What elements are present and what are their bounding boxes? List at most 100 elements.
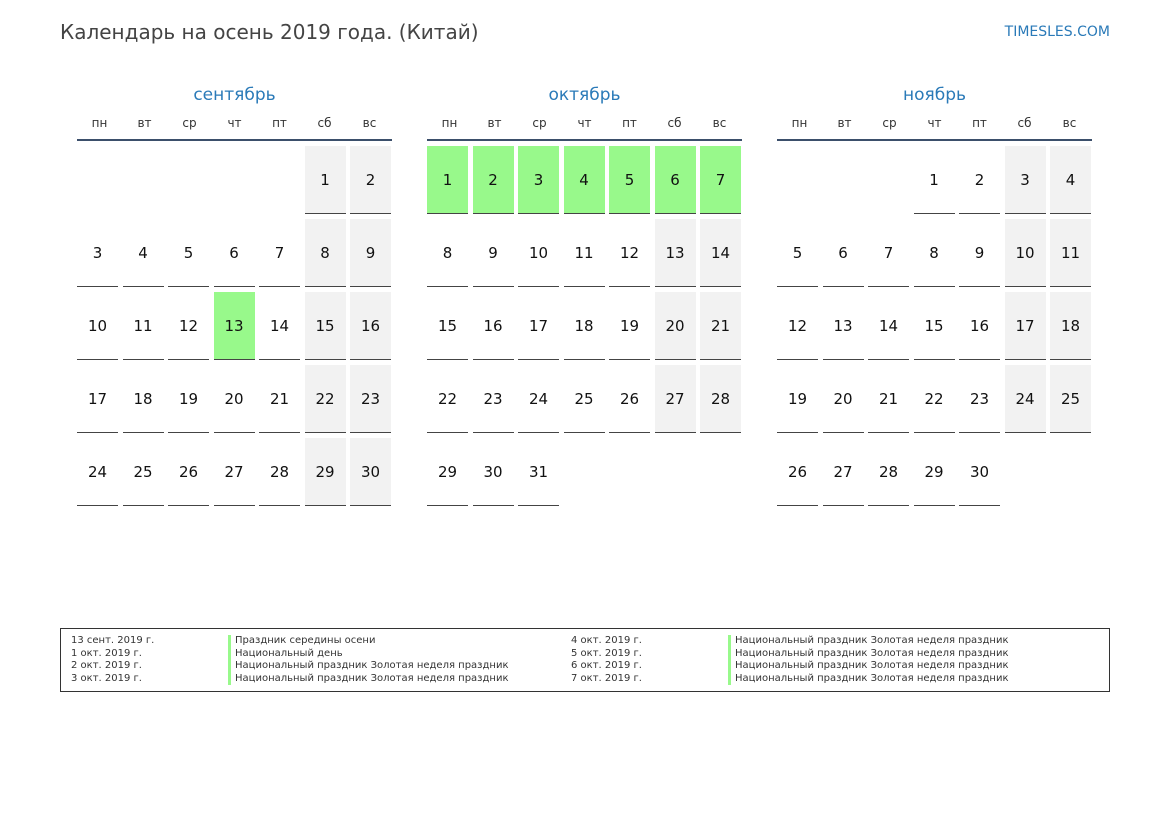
weekday-label: вт — [837, 116, 852, 130]
site-link[interactable]: TIMESLES.COM — [1004, 24, 1110, 40]
day-cell: 1 — [913, 146, 955, 214]
legend-date: 7 окт. 2019 г. — [571, 672, 642, 684]
day-cell: 13 — [822, 292, 864, 360]
day-cell: 7 — [259, 219, 300, 287]
day-cell: 10 — [1004, 219, 1046, 287]
day-cell: 6 — [822, 219, 864, 287]
day-cell-holiday: 3 — [518, 146, 559, 214]
day-cell-holiday: 6 — [654, 146, 696, 214]
day-cell: 3 — [77, 219, 118, 287]
legend-date: 5 окт. 2019 г. — [571, 647, 642, 659]
day-cell: 22 — [427, 365, 468, 433]
empty-cell — [214, 146, 255, 214]
day-cell: 3 — [1004, 146, 1046, 214]
empty-cell — [168, 146, 209, 214]
empty-cell — [123, 146, 164, 214]
empty-cell — [777, 146, 818, 214]
day-cell: 11 — [122, 292, 164, 360]
legend-description: Национальный праздник Золотая неделя пра… — [228, 660, 509, 673]
weekday-label: вс — [712, 116, 727, 130]
legend-date: 13 сент. 2019 г. — [71, 635, 155, 646]
legend-date: 2 окт. 2019 г. — [71, 660, 142, 671]
legend-date: 3 окт. 2019 г. — [71, 672, 142, 684]
day-cell: 23 — [472, 365, 514, 433]
day-cell: 11 — [563, 219, 605, 287]
day-cell: 16 — [472, 292, 514, 360]
legend-description: Национальный праздник Золотая неделя пра… — [728, 635, 1009, 648]
day-cell: 6 — [213, 219, 255, 287]
legend-description: Праздник середины осени — [228, 635, 375, 648]
legend-date: 6 окт. 2019 г. — [571, 660, 642, 671]
day-cell: 24 — [1004, 365, 1046, 433]
day-cell: 21 — [700, 292, 741, 360]
weekday-label: сб — [317, 116, 332, 130]
day-cell: 15 — [304, 292, 346, 360]
day-cell: 17 — [77, 365, 118, 433]
day-cell: 29 — [913, 438, 955, 506]
page-title: Календарь на осень 2019 года. (Китай) — [60, 20, 479, 44]
day-cell: 16 — [959, 292, 1000, 360]
day-cell: 26 — [609, 365, 650, 433]
weekday-label: ср — [882, 116, 897, 130]
day-cell: 10 — [77, 292, 118, 360]
weekday-label: вт — [487, 116, 502, 130]
day-cell: 25 — [563, 365, 605, 433]
day-cell: 29 — [304, 438, 346, 506]
legend-date: 4 окт. 2019 г. — [571, 635, 642, 646]
day-cell: 8 — [304, 219, 346, 287]
legend-description: Национальный праздник Золотая неделя пра… — [728, 660, 1009, 673]
day-cell: 26 — [168, 438, 209, 506]
day-cell: 29 — [427, 438, 468, 506]
day-cell: 28 — [700, 365, 741, 433]
day-cell: 9 — [350, 219, 391, 287]
weekday-header: пн вт ср чт пт сб вс — [77, 110, 392, 141]
weekday-label: пт — [622, 116, 637, 130]
day-cell: 5 — [168, 219, 209, 287]
day-cell: 18 — [122, 365, 164, 433]
month-november: ноябрь пн вт ср чт пт сб вс 1 2 3 4 5 6 7 8 9 10 11 12 13 14 1… — [777, 82, 1092, 506]
day-cell: 15 — [427, 292, 468, 360]
day-cell: 30 — [959, 438, 1000, 506]
day-cell: 13 — [654, 219, 696, 287]
day-cell: 1 — [304, 146, 346, 214]
day-cell: 24 — [77, 438, 118, 506]
weekday-label: пн — [441, 116, 458, 130]
empty-cell — [77, 146, 118, 214]
empty-cell — [823, 146, 864, 214]
day-cell-holiday: 5 — [609, 146, 650, 214]
day-cell: 8 — [427, 219, 468, 287]
month-title: сентябрь — [193, 85, 276, 105]
legend-description: Национальный день — [228, 647, 343, 660]
empty-cell — [868, 146, 909, 214]
day-cell: 12 — [168, 292, 209, 360]
day-cell: 12 — [609, 219, 650, 287]
weekday-label: ср — [532, 116, 547, 130]
day-cell: 14 — [700, 219, 741, 287]
day-cell: 17 — [1004, 292, 1046, 360]
day-cell: 22 — [913, 365, 955, 433]
legend-description: Национальный праздник Золотая неделя пра… — [728, 672, 1009, 685]
day-cell: 14 — [259, 292, 300, 360]
weekday-label: чт — [227, 116, 242, 130]
day-cell: 24 — [518, 365, 559, 433]
day-cell: 18 — [1050, 292, 1091, 360]
day-cell: 4 — [122, 219, 164, 287]
day-cell: 28 — [868, 438, 909, 506]
weekday-label: вт — [137, 116, 152, 130]
day-cell: 9 — [959, 219, 1000, 287]
day-cell: 31 — [518, 438, 559, 506]
weekday-label: пн — [91, 116, 108, 130]
day-cell: 14 — [868, 292, 909, 360]
weekday-label: сб — [1017, 116, 1032, 130]
empty-cell — [259, 146, 300, 214]
month-title: ноябрь — [902, 85, 967, 105]
day-cell: 18 — [563, 292, 605, 360]
day-cell: 12 — [777, 292, 818, 360]
day-cell: 20 — [213, 365, 255, 433]
weekday-label: вс — [1062, 116, 1077, 130]
month-title: октябрь — [548, 85, 621, 105]
day-cell-holiday: 13 — [213, 292, 255, 360]
day-cell: 30 — [472, 438, 514, 506]
day-cell: 10 — [518, 219, 559, 287]
day-cell: 20 — [822, 365, 864, 433]
